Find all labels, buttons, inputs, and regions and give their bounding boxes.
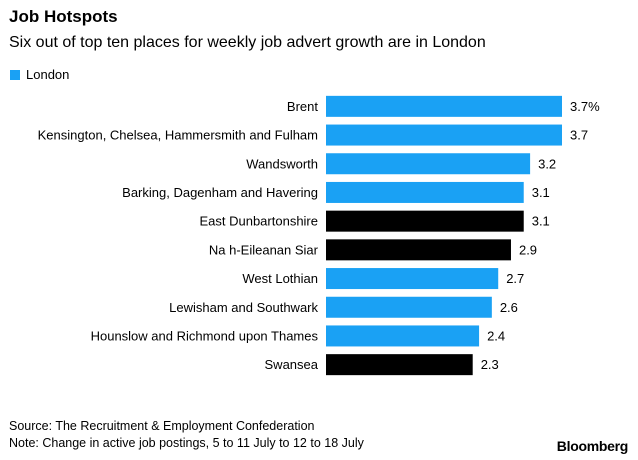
category-label: Barking, Dagenham and Havering	[122, 185, 318, 200]
category-label: Swansea	[265, 357, 319, 372]
value-label: 2.3	[481, 357, 499, 372]
bar	[326, 124, 562, 146]
bar	[326, 210, 524, 232]
category-label: East Dunbartonshire	[199, 214, 318, 229]
category-label: Wandsworth	[246, 156, 318, 171]
legend: London	[10, 67, 69, 82]
value-label: 2.9	[519, 242, 537, 257]
value-label: 3.7%	[570, 99, 600, 114]
value-label: 3.2	[538, 156, 556, 171]
chart-subtitle: Six out of top ten places for weekly job…	[9, 34, 486, 51]
category-label: Hounslow and Richmond upon Thames	[91, 328, 319, 343]
bar	[326, 239, 511, 261]
value-label: 3.1	[532, 214, 550, 229]
category-label: Lewisham and Southwark	[169, 300, 318, 315]
bar	[326, 268, 499, 290]
value-label: 2.6	[500, 300, 518, 315]
legend-label-london: London	[26, 67, 70, 82]
chart-title: Job Hotspots	[9, 7, 118, 26]
category-label: West Lothian	[242, 271, 318, 286]
category-label: Kensington, Chelsea, Hammersmith and Ful…	[38, 128, 318, 143]
bar	[326, 95, 562, 117]
bar	[326, 354, 473, 376]
bar	[326, 296, 492, 318]
bar-chart: Brent 3.7% Kensington, Chelsea, Hammersmit…	[38, 95, 600, 376]
legend-swatch-london	[10, 69, 20, 80]
value-label: 2.4	[487, 328, 505, 343]
category-label: Brent	[287, 99, 318, 114]
bar	[326, 181, 524, 203]
value-label: 3.7	[570, 128, 588, 143]
value-label: 3.1	[532, 185, 550, 200]
bar	[326, 325, 480, 347]
bar	[326, 153, 531, 175]
bloomberg-logo: Bloomberg	[556, 438, 629, 454]
footnote: Note: Change in active job postings, 5 t…	[9, 436, 364, 450]
value-label: 2.7	[506, 271, 524, 286]
source-note: Source: The Recruitment & Employment Con…	[9, 419, 315, 433]
category-label: Na h-Eileanan Siar	[209, 242, 319, 257]
